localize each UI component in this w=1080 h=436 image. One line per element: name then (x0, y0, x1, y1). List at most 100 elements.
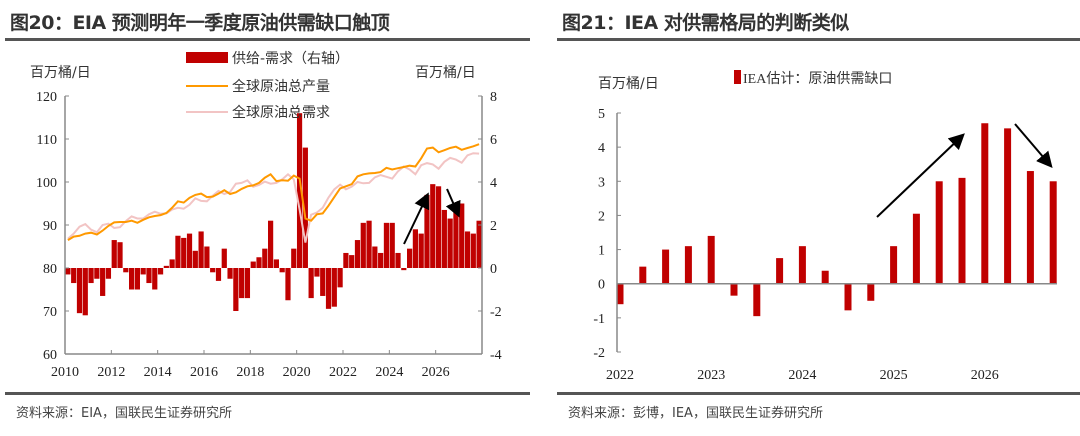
x-tick-label: 2026 (971, 368, 999, 383)
gap-bar (476, 220, 482, 268)
gap-bar (94, 268, 100, 279)
gap-bar (912, 213, 920, 284)
gap-bar (430, 184, 436, 268)
gap-bar (129, 268, 135, 290)
left-y-tick-label: 100 (36, 176, 57, 191)
left-footer-rule (5, 392, 530, 395)
gap-bar (360, 222, 366, 268)
gap-bar (349, 255, 355, 268)
gap-bar (616, 283, 624, 305)
gap-bar (123, 268, 129, 273)
gap-bar (169, 259, 175, 268)
gap-bar (372, 246, 378, 268)
y-tick-label: -1 (593, 312, 605, 327)
gap-bar (684, 246, 692, 284)
gap-bar (435, 186, 442, 268)
right-footer-rule (557, 392, 1080, 395)
gap-bar (753, 283, 761, 317)
x-tick-label: 2010 (51, 365, 79, 380)
gap-bar (82, 268, 88, 316)
gap-bar (464, 231, 471, 268)
legend-label: IEA估计：原油供需缺口 (743, 71, 892, 87)
gap-bar (76, 268, 83, 314)
x-tick-label: 2024 (375, 365, 403, 380)
gap-bar (331, 268, 337, 307)
down-arrow (1014, 123, 1053, 169)
gap-bar (662, 249, 670, 284)
gap-bar (146, 268, 152, 284)
gap-bar (65, 268, 71, 275)
right-y-tick-label: -4 (490, 348, 502, 363)
left-y-tick-label: 110 (37, 133, 57, 148)
x-tick-label: 2022 (329, 365, 357, 380)
gap-bar (844, 283, 852, 311)
gap-bar (239, 268, 245, 299)
legend-label-demand: 全球原油总需求 (232, 104, 330, 121)
y-tick-label: 1 (598, 244, 605, 259)
gap-bar (1004, 128, 1012, 284)
gap-bar (210, 268, 216, 273)
gap-bar (1026, 171, 1034, 284)
gap-bar (227, 268, 233, 279)
gap-bar (88, 268, 94, 284)
gap-bar (320, 268, 326, 296)
gap-bar (412, 229, 418, 268)
right-title-rule (557, 38, 1080, 41)
gap-bar (935, 181, 943, 284)
gap-bar (325, 268, 332, 309)
x-tick-label: 2018 (236, 365, 264, 380)
gap-bar (459, 203, 465, 268)
gap-bar (366, 220, 372, 268)
gap-bar (71, 268, 77, 284)
right-y-tick-label: 8 (490, 90, 497, 105)
gap-bar (244, 268, 251, 299)
gap-bar (639, 266, 647, 284)
gap-bar (354, 240, 361, 268)
left-chart-title: 图20：EIA 预测明年一季度原油供需缺口触顶 (10, 12, 390, 34)
x-tick-label: 2025 (880, 368, 908, 383)
gap-bar (707, 235, 715, 284)
gap-bar (134, 268, 140, 290)
x-tick-label: 2022 (606, 368, 634, 383)
gap-bar (181, 237, 187, 268)
right-y-axis-label: 百万桶/日 (415, 65, 476, 81)
x-tick-label: 2014 (144, 365, 172, 380)
legend-swatch (734, 70, 741, 84)
y-tick-label: 3 (598, 175, 605, 190)
left-y-tick-label: 90 (43, 219, 57, 234)
gap-bar (140, 268, 146, 275)
gap-bar (273, 259, 279, 268)
y-axis-label: 百万桶/日 (598, 76, 659, 92)
gap-bar (867, 283, 875, 301)
gap-bar (157, 268, 164, 275)
gap-bar (798, 246, 806, 284)
gap-bar (401, 268, 407, 271)
right-y-tick-label: 4 (490, 176, 497, 191)
gap-bar (418, 233, 424, 268)
gap-bar (221, 248, 227, 268)
gap-bar (981, 123, 989, 284)
up-arrow (876, 133, 965, 218)
left-title-rule (5, 38, 530, 41)
gap-bar (291, 248, 297, 268)
gap-bar (152, 268, 158, 290)
gap-bar (302, 147, 308, 268)
gap-bar (163, 265, 169, 268)
y-tick-label: 4 (598, 141, 605, 156)
demand-line (67, 152, 480, 243)
gap-bar (343, 252, 349, 268)
gap-bar (730, 283, 738, 296)
gap-bar (262, 248, 268, 268)
gap-bar (111, 240, 117, 268)
x-tick-label: 2026 (422, 365, 450, 380)
left-y-axis-label: 百万桶/日 (30, 65, 91, 81)
gap-bar (378, 252, 384, 268)
gap-bar (296, 113, 303, 268)
x-tick-label: 2024 (788, 368, 816, 383)
gap-bar (250, 261, 256, 268)
gap-bar (821, 270, 829, 284)
gap-bar (453, 203, 459, 268)
gap-bar (395, 252, 401, 268)
up-arrow (403, 192, 430, 245)
